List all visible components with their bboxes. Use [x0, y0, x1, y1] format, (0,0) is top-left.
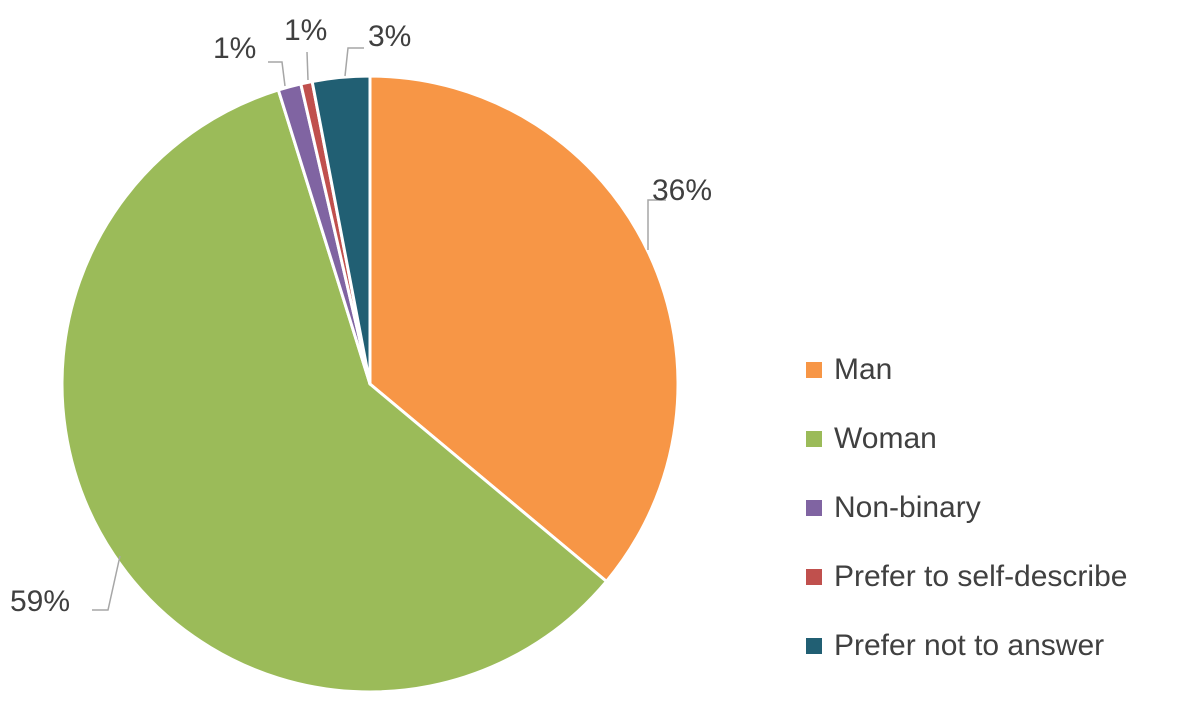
legend-item-non-binary: Non-binary	[806, 473, 1127, 542]
legend-label-non-binary: Non-binary	[834, 490, 981, 524]
legend-item-man: Man	[806, 335, 1127, 404]
data-label-man: 36%	[652, 174, 712, 207]
pie-slice-prefer-not	[310, 74, 372, 386]
legend-label-self-describe: Prefer to self-describe	[834, 559, 1128, 593]
legend-swatch-prefer-not	[806, 637, 822, 654]
legend-swatch-self-describe	[806, 568, 822, 585]
legend-label-prefer-not: Prefer not to answer	[834, 628, 1105, 662]
legend-item-prefer-not: Prefer not to answer	[806, 611, 1127, 680]
pie-slices	[60, 74, 680, 694]
legend-item-self-describe: Prefer to self-describe	[806, 542, 1127, 611]
data-labels: 36% 59% 1% 1% 3%	[10, 14, 712, 618]
legend: Man Woman Non-binary Prefer to self-desc…	[806, 335, 1127, 680]
legend-swatch-man	[806, 361, 822, 378]
legend-label-woman: Woman	[834, 421, 937, 455]
leader-lines	[92, 47, 666, 611]
legend-swatch-non-binary	[806, 499, 822, 516]
leader-line-woman	[92, 555, 121, 611]
legend-label-man: Man	[834, 352, 893, 386]
leader-line-non-binary	[268, 61, 286, 87]
leader-line-prefer-not	[344, 47, 364, 77]
legend-swatch-woman	[806, 430, 822, 447]
leader-line-self-describe	[306, 51, 309, 81]
data-label-self-describe: 1%	[284, 14, 327, 47]
pie-slice-woman	[60, 88, 608, 694]
data-label-non-binary: 1%	[213, 32, 256, 65]
data-label-prefer-not: 3%	[368, 20, 411, 53]
data-label-woman: 59%	[10, 585, 70, 618]
legend-item-woman: Woman	[806, 404, 1127, 473]
pie-slice-man	[368, 74, 680, 583]
leader-line-man	[647, 199, 666, 250]
